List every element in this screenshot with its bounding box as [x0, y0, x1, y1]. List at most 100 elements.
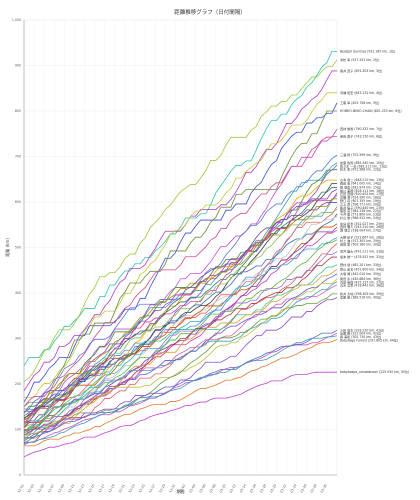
series-end-label: 森 美和 (305.730 km, 43位) [340, 334, 381, 339]
series-line [23, 293, 337, 442]
x-tick-label: 01-14 [239, 484, 247, 494]
series-end-label: 増井 雄大 (491.211 km, 31位) [340, 249, 384, 254]
series-line [23, 269, 338, 438]
series-end-label: Babyllage Forrest (297.605 km, 44位) [340, 338, 398, 343]
series-line [24, 92, 337, 399]
y-tick-label: 300 [15, 337, 21, 341]
series-end-label: HOMEO-NEKO-CHAIN (801.253 km, 6位) [340, 108, 402, 113]
series-line [24, 179, 337, 418]
series-end-label: 中島 拓也 (552.027 km, 25位) [340, 221, 384, 226]
series-end-label: 新井 大地 (398.309 km, 39位) [340, 291, 384, 296]
series-line [23, 50, 337, 367]
x-tick-label: 01-10 [219, 484, 227, 494]
series-end-label: 野村 健 (462.201 km, 33位) [340, 262, 381, 267]
x-tick-label: 01-08 [209, 484, 217, 494]
series-end-label: 岩田 愛 (509.180 km, 30位) [340, 241, 381, 246]
series-end-label: 村上 進 (517.305 km, 29位) [340, 238, 381, 243]
y-tick-label: 1,000 [12, 18, 21, 22]
y-tick-label: 400 [15, 291, 21, 295]
series-line [23, 239, 338, 433]
series-end-label: 工藤 幸 (819.758 km, 5位) [340, 100, 379, 105]
series-end-label: 小松 亮太 (318.220 km, 41位) [340, 327, 384, 332]
series-end-label: 横山 和夫 (451.600 km, 34位) [340, 266, 384, 271]
series-line [23, 223, 338, 429]
series-line [23, 243, 338, 434]
x-tick-label: 01-20 [269, 484, 277, 494]
y-tick-label: 900 [15, 64, 21, 68]
x-tick-label: 01-22 [279, 484, 287, 494]
x-tick-label: 01-30 [320, 484, 328, 494]
x-tick-label: 01-26 [299, 484, 307, 494]
series-end-label: 近藤 舞 (312.004 km, 42位) [340, 331, 381, 336]
series-end-label: 岸田 愛子 (743.150 km, 8位) [340, 133, 382, 138]
series-end-label: 内田 英樹 (425.137 km, 37位) [340, 279, 384, 284]
y-tick-label: 600 [15, 200, 21, 204]
x-tick-label: 12-11 [67, 484, 75, 494]
series-line [24, 136, 337, 412]
x-tick-label: 12-29 [158, 484, 166, 494]
series-end-label: 野口 真 (607.355 km, 19位) [340, 198, 381, 203]
series-line [24, 251, 338, 435]
series-end-label: 米松 幸 (917.253 km, 2位) [340, 57, 379, 62]
series-line [24, 297, 338, 443]
series-end-label: 藤井 陽子 (590.440 km, 21位) [340, 205, 384, 210]
series-end-label: 高橋 潤 (614.990 km, 18位) [340, 195, 381, 200]
chart-title: 距離推移グラフ（日付間隔） [174, 10, 246, 16]
series-line [23, 284, 338, 441]
y-tick-label: 200 [15, 382, 21, 386]
x-tick-label: 12-31 [168, 484, 176, 494]
series-line [23, 213, 338, 428]
x-tick-label: 12-25 [138, 484, 146, 494]
series-end-label: 関 慎吾 (632.874 km, 15位) [340, 184, 381, 189]
series-line [24, 154, 338, 410]
series-line [23, 335, 338, 446]
series-end-label: 河端 和宏 (843.132 km, 4位) [340, 90, 382, 95]
x-tick-label: 01-04 [188, 484, 196, 494]
series-end-label: 山本 健二 (648.210 km, 13位) [340, 177, 384, 182]
series-line [23, 187, 337, 420]
x-axis-label: 期間 [177, 488, 185, 494]
series-end-label: 柴田 泰 (430.884 km, 36位) [340, 276, 381, 281]
series-end-label: 前川 美穂 (628.111 km, 16位) [340, 188, 384, 193]
x-tick-label: 12-13 [77, 484, 85, 494]
x-tick-label: 01-16 [249, 484, 257, 494]
series-line [23, 215, 338, 429]
series-end-label: 大野 紀子 (521.667 km, 28位) [340, 234, 384, 239]
series-line [23, 128, 338, 408]
series-end-label: 石田 直樹 (620.402 km, 17位) [340, 191, 384, 196]
x-tick-label: 12-19 [108, 484, 116, 494]
series-end-label: 斎藤 徹 (389.516 km, 40位) [340, 295, 381, 300]
series-end-label: 篠原 亮 (584.236 km, 22位) [340, 208, 381, 213]
x-tick-label: 01-02 [178, 484, 186, 494]
x-tick-label: 01-18 [259, 484, 267, 494]
series-line [23, 371, 337, 458]
series-end-label: 長井 直子 (891.303 km, 3位) [340, 68, 382, 73]
series-line [24, 339, 338, 447]
series-line [24, 229, 338, 431]
series-line [23, 332, 338, 445]
series-line [24, 226, 338, 430]
series-line [23, 281, 338, 440]
series-end-label: 西村 雅人 (545.310 km, 26位) [340, 224, 384, 229]
series-end-label: Beatgirl Sunrises (931.165 km, 1位) [340, 48, 395, 53]
y-tick-label: 800 [15, 109, 21, 113]
y-tick-label: 700 [15, 155, 21, 159]
x-tick-label: 12-01 [17, 484, 25, 494]
x-tick-label: 12-17 [98, 484, 106, 494]
x-tick-label: 12-15 [87, 484, 95, 494]
y-tick-label: 100 [15, 428, 21, 432]
series-line [24, 273, 338, 439]
series-line [24, 192, 338, 422]
series-end-label: 西林 優香 (760.332 km, 7位) [340, 126, 382, 131]
series-line [23, 264, 338, 437]
series-end-label: 森田 崇 (641.005 km, 14位) [340, 181, 381, 186]
x-tick-label: 12-07 [47, 484, 55, 494]
x-tick-label: 01-28 [310, 484, 318, 494]
series-end-label: 鈴木 恵 (671.588 km, 12位) [340, 167, 381, 172]
series-end-label: 坂本 優一 (478.552 km, 32位) [340, 254, 384, 259]
x-tick-label: 12-23 [128, 484, 136, 494]
series-end-label: 堀 博之 (538.004 km, 27位) [340, 228, 381, 233]
series-end-label: 三澤 稔 (702.599 km, 9位) [340, 152, 379, 157]
